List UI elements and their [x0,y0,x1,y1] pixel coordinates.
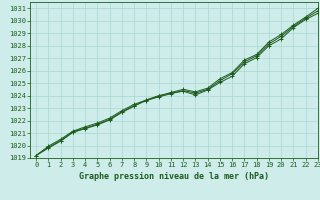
X-axis label: Graphe pression niveau de la mer (hPa): Graphe pression niveau de la mer (hPa) [79,172,269,181]
